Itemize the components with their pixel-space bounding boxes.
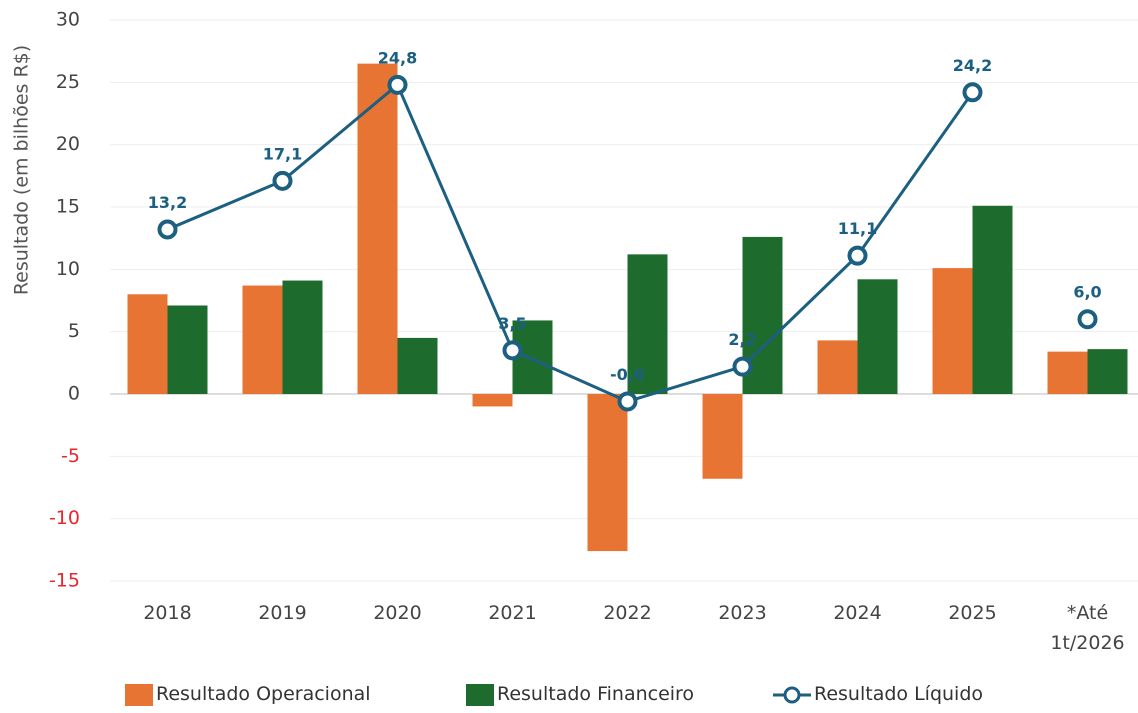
x-tick-label: 2025 <box>948 602 997 624</box>
legend-label: Resultado Operacional <box>156 683 371 705</box>
y-tick-label: -15 <box>49 570 80 592</box>
bar <box>1087 349 1128 394</box>
y-tick-label: 0 <box>68 383 80 405</box>
data-label: 6,0 <box>1073 283 1101 302</box>
data-label: 11,1 <box>838 219 877 238</box>
legend-swatch <box>466 684 494 706</box>
y-tick-label: 15 <box>56 196 80 218</box>
y-tick-label: -5 <box>61 445 80 467</box>
data-label: 24,8 <box>378 48 417 67</box>
data-label: 17,1 <box>263 144 302 163</box>
line-marker <box>1077 309 1098 330</box>
bar <box>282 280 323 394</box>
y-tick-label: 20 <box>56 133 80 155</box>
y-tick-label: -10 <box>49 507 80 529</box>
line-marker <box>732 356 753 377</box>
data-label: 2,2 <box>728 330 756 349</box>
x-tick-label: 2020 <box>373 602 422 624</box>
y-tick-label: 10 <box>56 258 80 280</box>
bar <box>357 63 398 395</box>
line-marker <box>847 245 868 266</box>
y-tick-label: 25 <box>56 71 80 93</box>
data-label: 3,5 <box>498 314 526 333</box>
data-label: 24,2 <box>953 56 992 75</box>
bar <box>627 254 668 394</box>
y-tick-label: 5 <box>68 320 80 342</box>
bar <box>167 305 208 394</box>
legend-swatch <box>783 686 801 704</box>
y-tick-label: 30 <box>56 9 80 31</box>
x-tick-label: 2024 <box>833 602 882 624</box>
x-tick-label: *Até 1t/2026 <box>1050 602 1125 654</box>
line-marker <box>272 170 293 191</box>
data-label: 13,2 <box>148 193 187 212</box>
x-tick-label: 2022 <box>603 602 652 624</box>
line-marker <box>502 340 523 361</box>
data-label: -0,6 <box>610 365 645 384</box>
line-marker <box>962 82 983 103</box>
bar <box>472 394 513 407</box>
line <box>166 82 974 404</box>
legend-label: Resultado Líquido <box>814 683 984 705</box>
x-tick-label: 2018 <box>143 602 192 624</box>
bar <box>1047 351 1088 394</box>
bar <box>857 279 898 394</box>
bar <box>242 285 283 394</box>
legend-label: Resultado Financeiro <box>497 683 695 705</box>
bar <box>397 337 438 394</box>
bar <box>972 205 1013 394</box>
y-axis-title: Resultado (em bilhões R$) <box>11 45 33 295</box>
bar <box>127 294 168 394</box>
line-marker <box>617 391 638 412</box>
line-marker <box>387 74 408 95</box>
x-tick-label: 2019 <box>258 602 307 624</box>
legend-swatch <box>125 684 153 706</box>
bar <box>932 268 973 394</box>
bar <box>817 340 858 394</box>
line-marker <box>157 219 178 240</box>
x-tick-label: 2023 <box>718 602 767 624</box>
x-tick-label: 2021 <box>488 602 537 624</box>
bar <box>702 394 743 479</box>
bar <box>587 394 628 552</box>
